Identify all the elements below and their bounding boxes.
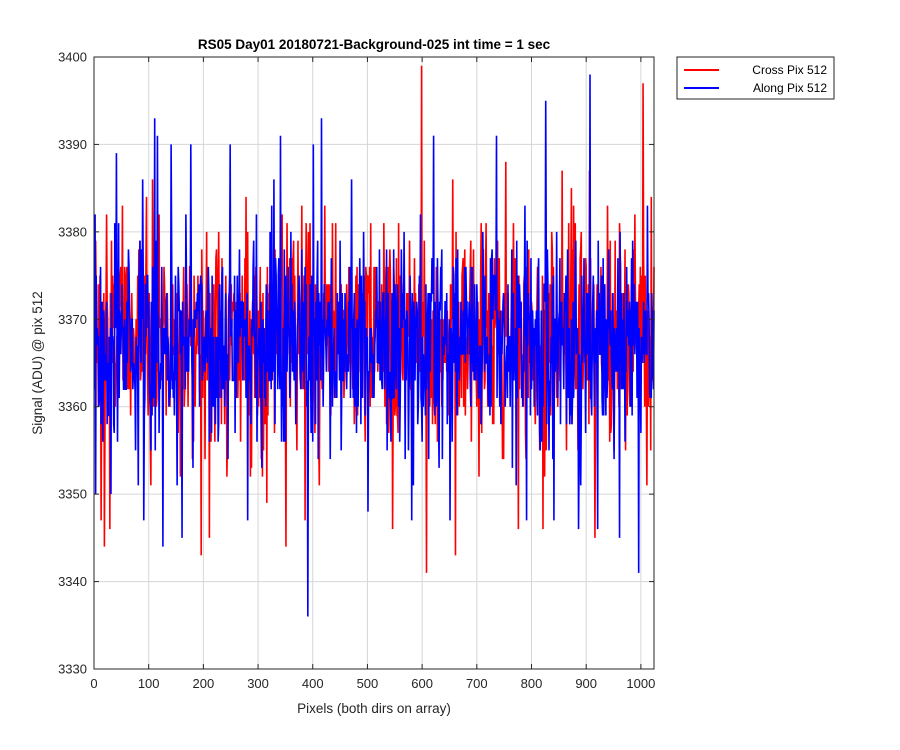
y-tick-label: 3350: [58, 487, 87, 502]
series-line-1: [93, 74, 655, 617]
y-tick-label: 3340: [58, 574, 87, 589]
series-layer: [93, 65, 655, 617]
chart-title: RS05 Day01 20180721-Background-025 int t…: [198, 37, 551, 52]
x-tick-label: 1000: [626, 676, 655, 691]
x-axis-label: Pixels (both dirs on array): [297, 701, 451, 716]
x-tick-label: 800: [521, 676, 543, 691]
y-tick-label: 3370: [58, 312, 87, 327]
y-tick-label: 3400: [58, 50, 87, 65]
y-axis-label: Signal (ADU) @ pix 512: [30, 291, 45, 435]
x-tick-label: 100: [138, 676, 160, 691]
x-tick-label: 400: [302, 676, 324, 691]
axis-ticks: 0 100 200 300 400 500 600 700 800 900 1000 3330 3340…: [58, 50, 655, 692]
y-tick-label: 3360: [58, 399, 87, 414]
legend-label-cross: Cross Pix 512: [752, 63, 827, 77]
legend-label-along: Along Pix 512: [753, 81, 827, 95]
x-tick-label: 0: [90, 676, 97, 691]
x-tick-label: 300: [247, 676, 269, 691]
x-tick-label: 500: [357, 676, 379, 691]
legend-box: [676, 56, 835, 100]
x-tick-label: 700: [466, 676, 488, 691]
x-tick-label: 900: [575, 676, 597, 691]
legend: Cross Pix 512 Along Pix 512: [676, 56, 835, 100]
y-tick-label: 3330: [58, 662, 87, 677]
y-tick-label: 3390: [58, 137, 87, 152]
y-tick-label: 3380: [58, 224, 87, 239]
plot-frame: [93, 56, 655, 670]
x-tick-label: 600: [411, 676, 433, 691]
x-tick-label: 200: [193, 676, 215, 691]
